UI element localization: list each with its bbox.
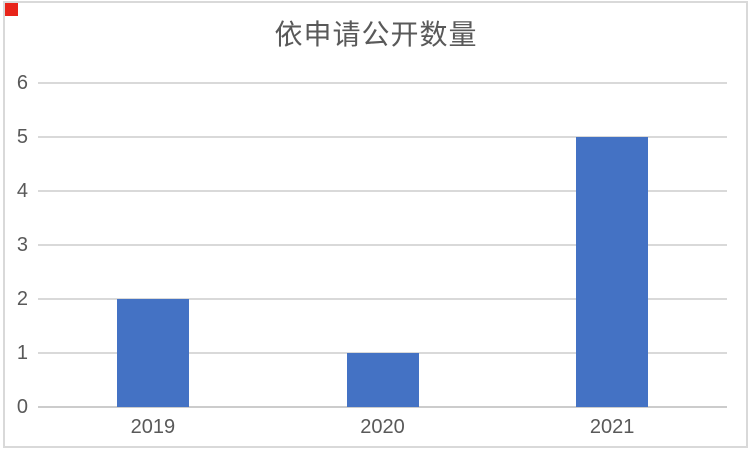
bar-2020 [346,353,419,407]
red-square-marker [5,3,18,16]
y-tick-label: 0 [16,396,28,418]
gridline [38,298,727,300]
y-tick-label: 3 [16,234,28,256]
y-tick-label: 4 [16,180,28,202]
gridline [38,190,727,192]
x-axis-line [38,406,727,408]
gridline [38,244,727,246]
x-tick-label: 2019 [130,416,176,438]
gridline [38,136,727,138]
y-tick-label: 5 [16,126,28,148]
y-tick-label: 2 [16,288,28,310]
y-tick-label: 6 [16,72,28,94]
x-tick-label: 2020 [360,416,405,438]
chart-title: 依申请公开数量 [274,19,478,50]
bar-2021 [576,137,649,407]
gridline [38,82,727,84]
bar-2019 [116,299,189,407]
x-tick-label: 2021 [589,416,635,438]
y-tick-label: 1 [16,342,28,364]
